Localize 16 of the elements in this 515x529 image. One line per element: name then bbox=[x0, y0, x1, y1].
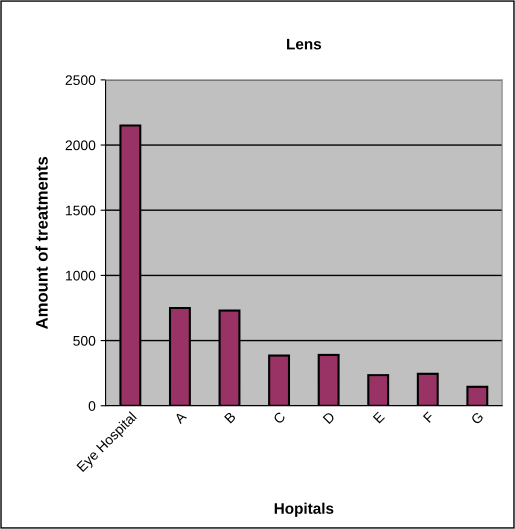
chart-title: Lens bbox=[287, 38, 322, 50]
x-tick-label: D bbox=[322, 411, 336, 424]
y-tick-label: 2000 bbox=[66, 140, 96, 150]
x-tick-label: A bbox=[174, 410, 188, 424]
x-tick-label: G bbox=[470, 412, 484, 425]
x-axis-title: Hopitals bbox=[274, 502, 334, 517]
y-tick-label: 2500 bbox=[66, 75, 96, 86]
y-tick-label: 1000 bbox=[66, 270, 96, 281]
x-tick-label: B bbox=[224, 411, 236, 424]
y-tick-label: 1500 bbox=[66, 206, 96, 216]
x-tick-label: E bbox=[372, 411, 385, 424]
y-axis-title: Amount of treatments bbox=[36, 156, 48, 329]
y-tick-label: 0 bbox=[88, 401, 96, 411]
x-tick-label: F bbox=[422, 411, 434, 423]
x-tick-label: C bbox=[272, 411, 286, 424]
y-tick-label: 500 bbox=[73, 336, 96, 346]
